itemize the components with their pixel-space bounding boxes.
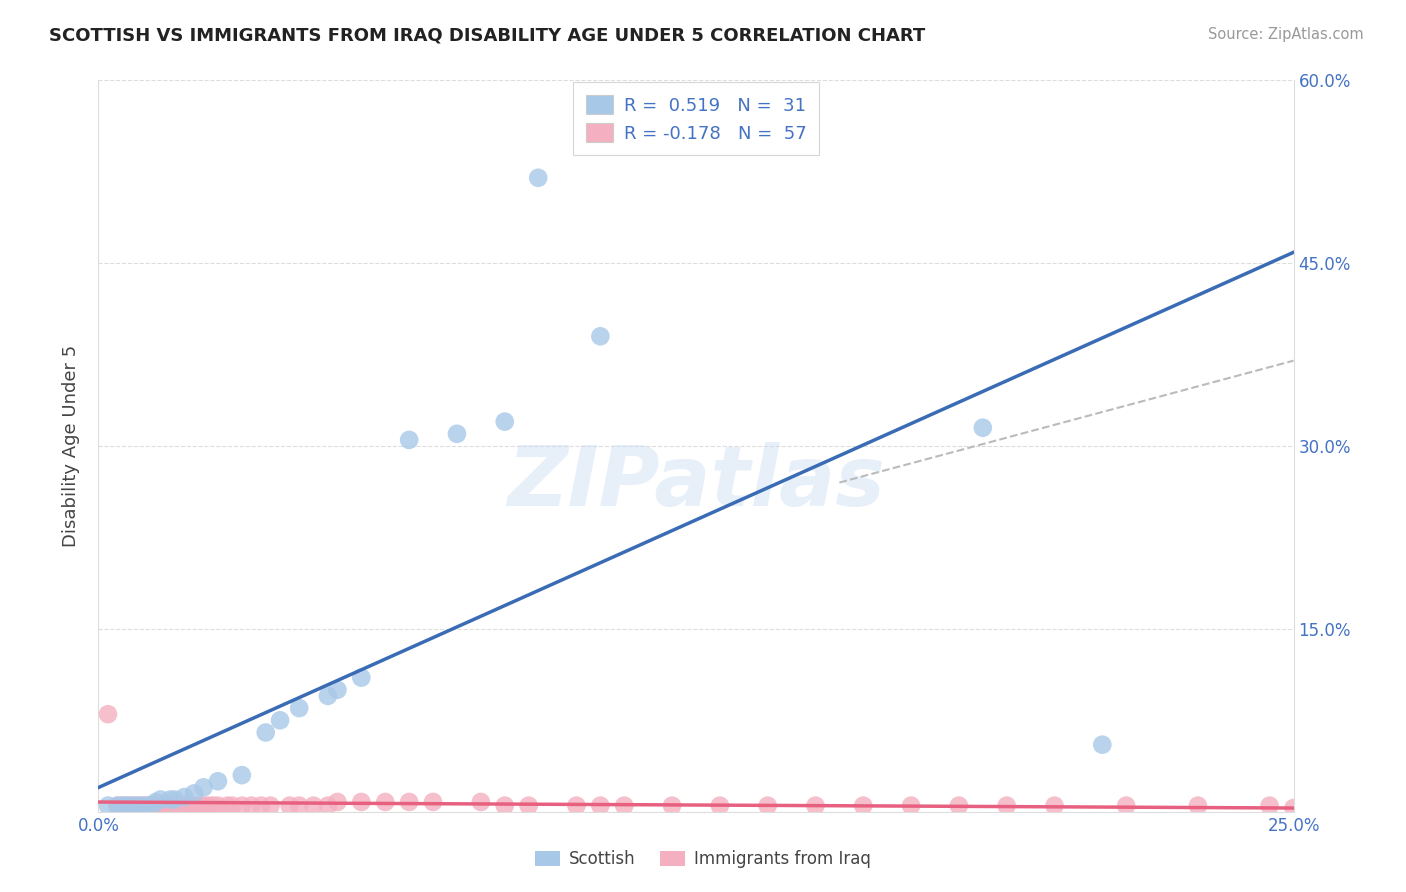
Point — [221, 798, 243, 813]
Point — [125, 798, 148, 813]
Point — [111, 798, 134, 813]
Point — [288, 701, 311, 715]
Point — [302, 798, 325, 813]
Point — [900, 798, 922, 813]
Point — [131, 798, 153, 813]
Point — [183, 787, 205, 801]
Point — [115, 798, 138, 813]
Point — [139, 798, 162, 813]
Point — [804, 798, 827, 813]
Point — [494, 798, 516, 813]
Y-axis label: Disability Age Under 5: Disability Age Under 5 — [62, 345, 80, 547]
Point — [398, 433, 420, 447]
Point — [149, 798, 172, 813]
Point — [231, 768, 253, 782]
Point — [121, 798, 143, 813]
Point — [131, 798, 153, 813]
Point — [145, 795, 167, 809]
Point — [278, 798, 301, 813]
Point — [159, 798, 181, 813]
Legend: R =  0.519   N =  31, R = -0.178   N =  57: R = 0.519 N = 31, R = -0.178 N = 57 — [574, 82, 818, 155]
Point — [852, 798, 875, 813]
Point — [107, 798, 129, 813]
Point — [972, 421, 994, 435]
Point — [316, 798, 339, 813]
Point — [115, 798, 138, 813]
Point — [135, 798, 157, 813]
Point — [350, 795, 373, 809]
Point — [202, 798, 225, 813]
Point — [187, 798, 209, 813]
Point — [269, 714, 291, 728]
Point — [163, 792, 186, 806]
Point — [1187, 798, 1209, 813]
Point — [97, 798, 120, 813]
Point — [709, 798, 731, 813]
Point — [494, 415, 516, 429]
Point — [613, 798, 636, 813]
Point — [155, 798, 177, 813]
Point — [527, 170, 550, 185]
Point — [145, 798, 167, 813]
Point — [995, 798, 1018, 813]
Point — [97, 707, 120, 722]
Point — [125, 798, 148, 813]
Point — [139, 798, 162, 813]
Point — [1115, 798, 1137, 813]
Point — [173, 798, 195, 813]
Point — [517, 798, 540, 813]
Point — [111, 798, 134, 813]
Text: SCOTTISH VS IMMIGRANTS FROM IRAQ DISABILITY AGE UNDER 5 CORRELATION CHART: SCOTTISH VS IMMIGRANTS FROM IRAQ DISABIL… — [49, 27, 925, 45]
Point — [661, 798, 683, 813]
Legend: Scottish, Immigrants from Iraq: Scottish, Immigrants from Iraq — [529, 844, 877, 875]
Point — [326, 682, 349, 697]
Point — [316, 689, 339, 703]
Point — [193, 780, 215, 795]
Point — [240, 798, 263, 813]
Point — [207, 798, 229, 813]
Point — [135, 798, 157, 813]
Point — [183, 798, 205, 813]
Point — [288, 798, 311, 813]
Point — [446, 426, 468, 441]
Point — [217, 798, 239, 813]
Point — [173, 790, 195, 805]
Point — [121, 798, 143, 813]
Point — [1043, 798, 1066, 813]
Point — [254, 725, 277, 739]
Point — [149, 792, 172, 806]
Point — [948, 798, 970, 813]
Point — [179, 798, 201, 813]
Point — [1282, 801, 1305, 815]
Point — [259, 798, 281, 813]
Point — [207, 774, 229, 789]
Point — [589, 329, 612, 343]
Text: Source: ZipAtlas.com: Source: ZipAtlas.com — [1208, 27, 1364, 42]
Point — [107, 798, 129, 813]
Text: ZIPatlas: ZIPatlas — [508, 442, 884, 523]
Point — [470, 795, 492, 809]
Point — [326, 795, 349, 809]
Point — [159, 792, 181, 806]
Point — [169, 798, 191, 813]
Point — [422, 795, 444, 809]
Point — [565, 798, 588, 813]
Point — [350, 671, 373, 685]
Point — [163, 798, 186, 813]
Point — [398, 795, 420, 809]
Point — [374, 795, 396, 809]
Point — [1091, 738, 1114, 752]
Point — [250, 798, 273, 813]
Point — [756, 798, 779, 813]
Point — [197, 798, 219, 813]
Point — [231, 798, 253, 813]
Point — [193, 798, 215, 813]
Point — [1258, 798, 1281, 813]
Point — [589, 798, 612, 813]
